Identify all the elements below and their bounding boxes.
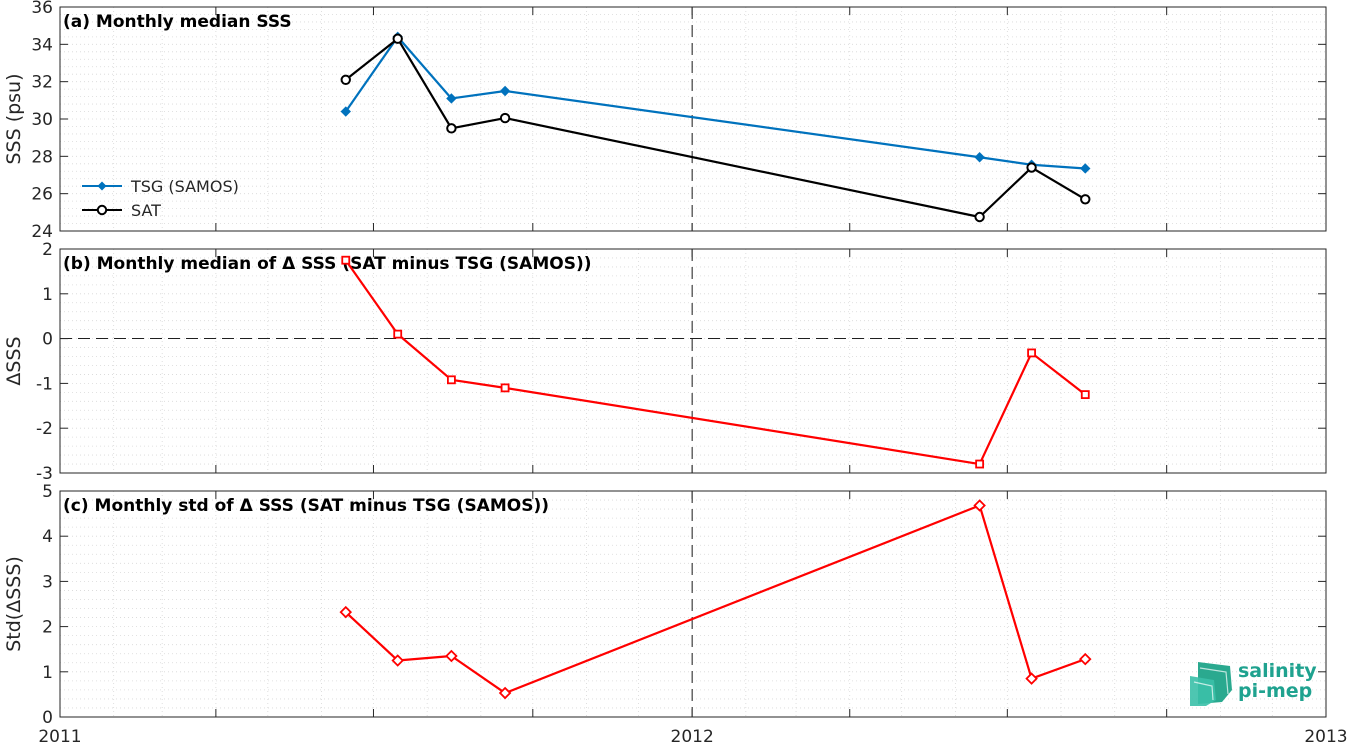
y-tick-label: 5 bbox=[42, 482, 53, 502]
salinity-pi-mep-logo: salinity pi-mep bbox=[1190, 660, 1317, 706]
data-point bbox=[1080, 194, 1091, 205]
data-point bbox=[445, 649, 458, 663]
y-axis-label: Std(ΔSSS) bbox=[3, 556, 25, 652]
y-tick-label: 0 bbox=[42, 708, 53, 728]
y-tick-label: 2 bbox=[42, 240, 53, 260]
data-point bbox=[1080, 163, 1091, 174]
y-tick-label: 3 bbox=[42, 572, 53, 592]
legend-label: TSG (SAMOS) bbox=[130, 177, 239, 196]
data-point bbox=[339, 605, 353, 619]
y-tick-label: 30 bbox=[31, 110, 53, 130]
y-tick-label: 1 bbox=[42, 285, 53, 305]
data-point bbox=[500, 383, 510, 393]
x-tick-label: 2012 bbox=[671, 727, 714, 745]
data-point bbox=[341, 255, 351, 265]
legend-label: SAT bbox=[131, 201, 161, 220]
axes-box bbox=[59, 490, 1327, 718]
x-tick-label: 2013 bbox=[1304, 727, 1347, 745]
panel-title: (c) Monthly std of Δ SSS (SAT minus TSG … bbox=[63, 496, 549, 516]
data-point bbox=[391, 654, 404, 667]
data-point bbox=[1078, 652, 1092, 666]
axes-box bbox=[59, 248, 1327, 474]
y-tick-label: 2 bbox=[42, 618, 53, 638]
data-point bbox=[1025, 672, 1038, 685]
y-tick-label: -1 bbox=[36, 374, 53, 394]
data-point bbox=[340, 74, 351, 86]
series-line bbox=[344, 259, 1086, 466]
y-tick-label: 28 bbox=[31, 147, 53, 167]
data-point bbox=[392, 33, 403, 44]
logo-wave-icon bbox=[1190, 662, 1232, 706]
panel-title: (a) Monthly median SSS bbox=[63, 12, 292, 32]
y-tick-label: 32 bbox=[31, 73, 53, 93]
data-point bbox=[975, 459, 985, 469]
x-tick-label: 2011 bbox=[38, 727, 81, 745]
legend-marker bbox=[97, 181, 107, 191]
y-axis-label: ΔSSS bbox=[3, 336, 25, 385]
y-axis-label: SSS (psu) bbox=[3, 73, 25, 164]
data-point bbox=[973, 499, 986, 512]
panel-c: 0 1 2 3 4 5 Std(ΔSSS) (c) Monthly std of Δ SSS … bbox=[3, 482, 1327, 728]
legend-marker bbox=[96, 204, 108, 216]
data-point bbox=[393, 329, 403, 339]
data-point bbox=[340, 106, 351, 117]
y-tick-label: 1 bbox=[42, 663, 53, 683]
data-point bbox=[1080, 390, 1090, 400]
y-tick-label: 24 bbox=[31, 222, 53, 242]
data-point bbox=[498, 686, 512, 700]
panel-b: -3 -2 -1 0 1 2 ΔSSS (b) Monthly median of Δ SSS… bbox=[3, 240, 1327, 484]
y-tick-label: -2 bbox=[36, 419, 53, 439]
y-tick-label: 36 bbox=[31, 0, 53, 18]
data-point bbox=[446, 93, 457, 104]
panel-title: (b) Monthly median of Δ SSS (SAT minus T… bbox=[63, 254, 592, 274]
y-tick-label: 26 bbox=[31, 185, 53, 205]
logo-line1: salinity bbox=[1238, 660, 1317, 682]
data-point bbox=[447, 375, 456, 385]
data-point bbox=[499, 85, 511, 97]
data-point bbox=[499, 112, 511, 124]
y-tick-label: 0 bbox=[42, 330, 53, 350]
data-point bbox=[1027, 348, 1036, 358]
data-point bbox=[974, 152, 985, 163]
y-tick-label: -3 bbox=[36, 464, 53, 484]
logo-line2: pi-mep bbox=[1238, 680, 1312, 702]
legend: TSG (SAMOS) SAT bbox=[82, 177, 239, 220]
shared-x-axis: 2011 2012 2013 bbox=[38, 727, 1347, 745]
y-tick-label: 34 bbox=[31, 35, 53, 55]
panel-a: 24 26 28 30 32 34 36 SSS (psu) (a) Monthly media… bbox=[3, 0, 1327, 242]
y-tick-label: 4 bbox=[42, 527, 53, 547]
data-point bbox=[446, 123, 457, 134]
data-point bbox=[1026, 162, 1037, 173]
data-point bbox=[974, 211, 985, 223]
series-line bbox=[345, 37, 1086, 219]
